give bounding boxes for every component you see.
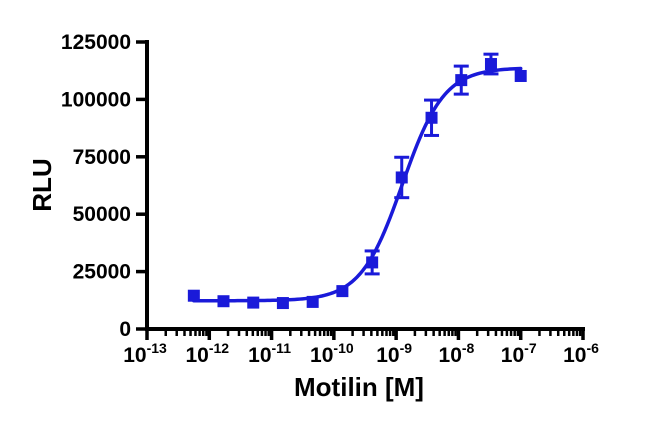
y-tick-label: 25000 <box>73 261 131 284</box>
x-tick-label: 10-10 <box>310 340 354 367</box>
data-point-marker <box>484 58 497 71</box>
y-tick-label: 100000 <box>61 88 131 111</box>
data-point-marker <box>247 296 260 309</box>
data-point-marker <box>217 295 230 308</box>
x-tick-label: 10-8 <box>439 340 475 367</box>
x-tick-label: 10-9 <box>376 340 412 367</box>
y-tick-label: 50000 <box>73 203 131 226</box>
axis-lines <box>145 40 585 331</box>
y-tick-label: 75000 <box>73 146 131 169</box>
data-point-marker <box>425 111 438 124</box>
data-point-marker <box>395 171 408 184</box>
data-point-marker <box>187 289 200 302</box>
x-axis-title: Motilin [M] <box>294 372 424 402</box>
x-tick-label: 10-6 <box>563 340 599 367</box>
data-point-marker <box>366 256 379 269</box>
data-point-marker <box>306 295 319 308</box>
y-axis-title: RLU <box>27 158 57 212</box>
data-point-marker <box>336 285 349 298</box>
x-tick-label: 10-12 <box>185 340 229 367</box>
x-tick-label: 10-7 <box>501 340 537 367</box>
x-tick-label: 10-13 <box>123 340 167 367</box>
y-tick-label: 125000 <box>61 31 131 54</box>
fit-curve <box>192 66 523 303</box>
x-tick-label: 10-11 <box>248 340 291 367</box>
data-point-marker <box>455 74 468 87</box>
y-tick-label: 0 <box>119 318 131 341</box>
data-point-marker <box>276 297 289 310</box>
data-point-marker <box>514 69 527 82</box>
